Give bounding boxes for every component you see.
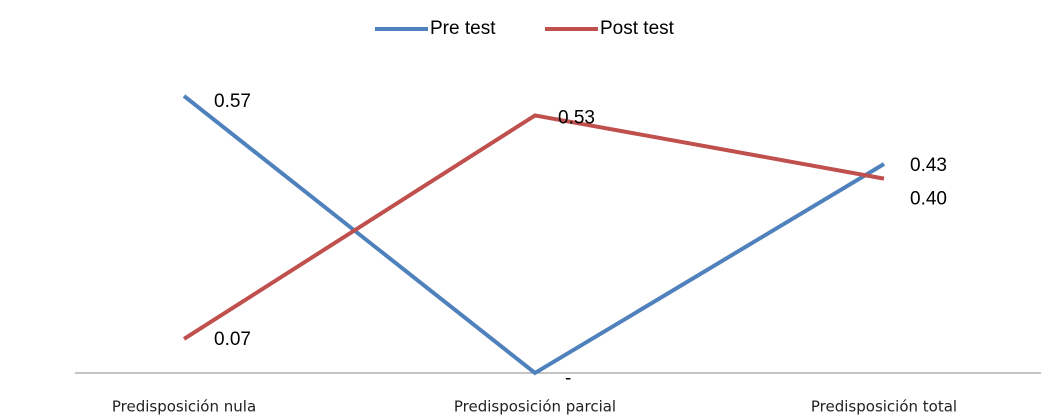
legend-label: Pre test <box>430 18 496 39</box>
x-tick-label: Predisposición nula <box>112 398 256 415</box>
data-label: 0.43 <box>910 155 947 176</box>
x-tick-label: Predisposición parcial <box>454 398 616 415</box>
data-label: 0.57 <box>214 91 251 112</box>
legend-label: Post test <box>600 18 675 39</box>
data-label: 0.40 <box>910 189 947 210</box>
line <box>182 94 886 376</box>
data-label: 0.07 <box>214 329 251 350</box>
data-label: 0.53 <box>558 107 595 128</box>
data-label: - <box>565 368 571 389</box>
line <box>182 113 885 341</box>
x-tick-label: Predisposición total <box>811 398 957 415</box>
